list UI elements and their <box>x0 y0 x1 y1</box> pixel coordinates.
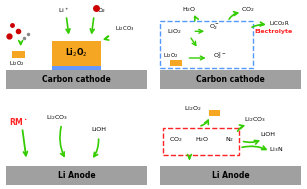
FancyBboxPatch shape <box>6 70 147 89</box>
FancyBboxPatch shape <box>6 166 147 185</box>
Text: Li$_3$N: Li$_3$N <box>269 145 283 154</box>
Text: Li Anode: Li Anode <box>212 171 249 180</box>
FancyBboxPatch shape <box>52 66 101 70</box>
Text: H$_2$O: H$_2$O <box>182 5 196 14</box>
Bar <box>160 22 253 68</box>
Text: Li$_2$CO$_3$: Li$_2$CO$_3$ <box>46 113 68 122</box>
Text: Li$_2$O$_2$: Li$_2$O$_2$ <box>163 51 179 60</box>
Text: Li$_2$O$_2$: Li$_2$O$_2$ <box>184 104 201 113</box>
Text: RM$^\bullet$: RM$^\bullet$ <box>9 116 28 127</box>
Bar <box>163 128 239 155</box>
FancyBboxPatch shape <box>208 110 220 116</box>
Text: LiO$_2$: LiO$_2$ <box>167 27 182 36</box>
FancyBboxPatch shape <box>12 51 25 58</box>
Text: Li$^+$: Li$^+$ <box>58 6 69 15</box>
Text: O$_2^{2-}$: O$_2^{2-}$ <box>213 50 227 61</box>
FancyBboxPatch shape <box>170 60 182 66</box>
Text: Carbon cathode: Carbon cathode <box>42 75 111 84</box>
Text: Li$_2$CO$_3$: Li$_2$CO$_3$ <box>244 115 266 124</box>
FancyBboxPatch shape <box>160 70 301 89</box>
Text: LiOH: LiOH <box>91 127 106 132</box>
Text: Li$_2$O$_2$: Li$_2$O$_2$ <box>65 46 88 59</box>
Text: O$_2^-$: O$_2^-$ <box>208 22 220 32</box>
Text: Carbon cathode: Carbon cathode <box>196 75 265 84</box>
Text: Li$_2$O$_2$: Li$_2$O$_2$ <box>9 59 25 68</box>
Text: Electrolyte: Electrolyte <box>254 29 292 34</box>
Text: CO$_2$: CO$_2$ <box>241 5 255 14</box>
Text: CO$_2$: CO$_2$ <box>169 136 183 144</box>
FancyBboxPatch shape <box>160 166 301 185</box>
Text: LiOH: LiOH <box>260 132 275 137</box>
Text: O$_2$: O$_2$ <box>97 6 106 15</box>
Text: H$_2$O: H$_2$O <box>195 136 210 144</box>
Text: Li$_2$CO$_3$: Li$_2$CO$_3$ <box>115 24 134 33</box>
Text: Li Anode: Li Anode <box>58 171 95 180</box>
FancyBboxPatch shape <box>52 41 101 66</box>
Text: LiCO$_2$R: LiCO$_2$R <box>269 19 290 28</box>
Text: N$_2$: N$_2$ <box>225 136 234 144</box>
